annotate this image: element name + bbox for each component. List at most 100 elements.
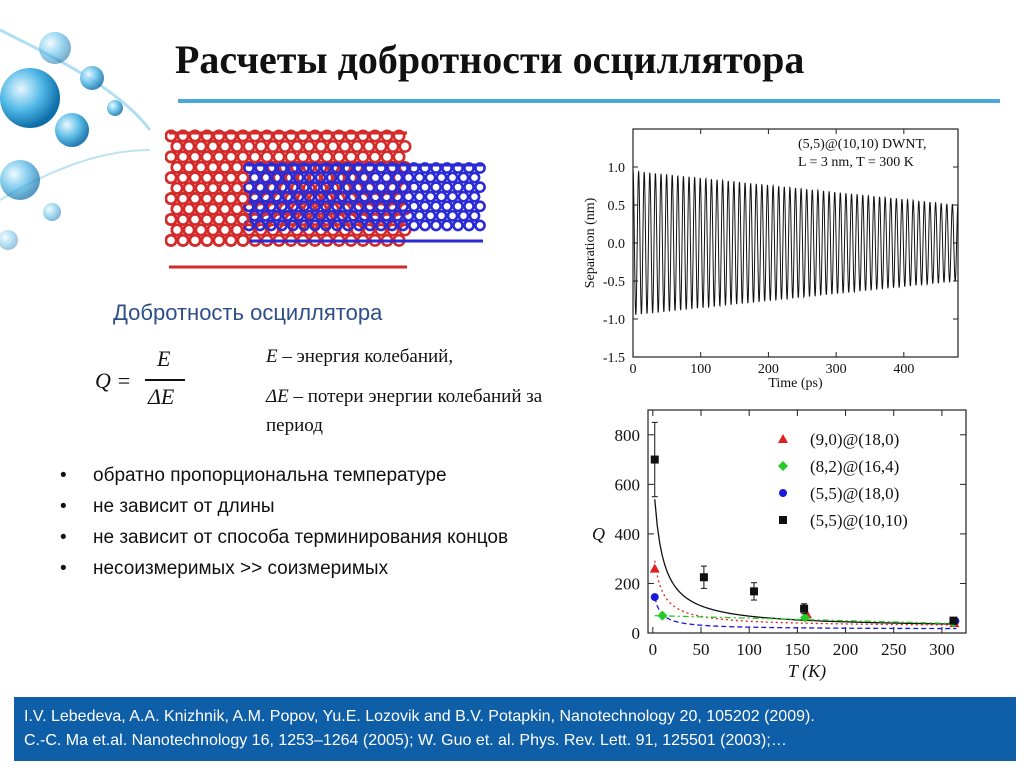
tube-ring <box>353 162 365 174</box>
tube-ring <box>397 200 409 213</box>
bullet-item: • не зависит от длины <box>58 491 578 522</box>
tube-ring <box>236 192 250 206</box>
y-tick-label: -0.5 <box>603 275 625 290</box>
tube-ring <box>430 181 442 194</box>
tube-ring <box>212 150 226 164</box>
tube-ring <box>435 171 448 184</box>
tube-ring <box>430 219 442 232</box>
tube-ring <box>265 162 277 174</box>
tube-ring <box>176 213 190 227</box>
tube-ring <box>212 129 226 143</box>
tube-ring <box>398 139 412 153</box>
tube-ring <box>331 162 343 174</box>
tube-ring <box>242 223 256 237</box>
tube-ring <box>308 129 322 143</box>
tube-ring <box>296 150 310 164</box>
tube-ring <box>212 213 226 227</box>
tube-ring <box>188 171 202 185</box>
tube-ring <box>325 171 338 184</box>
x-tick-label: 0 <box>630 362 637 377</box>
y-tick-label: 0 <box>632 624 641 643</box>
tube-ring <box>369 171 382 184</box>
tube-ring <box>344 129 358 143</box>
formula-lhs: Q = <box>95 368 132 393</box>
tube-ring <box>457 171 470 184</box>
legend-entry: (5,5)@(10,10) <box>810 511 908 530</box>
tube-ring <box>281 190 294 203</box>
series-3: (5,5)@(10,10) <box>650 421 958 625</box>
tube-ring <box>188 233 202 247</box>
tube-ring <box>248 209 261 222</box>
tube-ring <box>287 200 299 213</box>
tube-ring <box>230 139 244 153</box>
tube-ring <box>230 223 244 237</box>
tube-ring <box>364 162 376 174</box>
tube-ring <box>224 129 238 143</box>
bullet-item: • обратно пропорциональна температуре <box>58 460 578 491</box>
fit-curve <box>654 560 957 626</box>
tube-ring <box>165 192 178 206</box>
tube-ring <box>364 200 376 213</box>
tube-ring <box>463 181 475 194</box>
tube-ring <box>224 150 238 164</box>
tube-ring <box>224 233 238 247</box>
tube-ring <box>176 192 190 206</box>
tube-ring <box>290 139 304 153</box>
definition-text: – энергия колебаний, <box>277 346 454 367</box>
references-footer: I.V. Lebedeva, A.A. Knizhnik, A.M. Popov… <box>14 697 1016 761</box>
tube-ring <box>325 190 338 203</box>
tube-ring <box>342 181 354 194</box>
tube-ring <box>259 190 272 203</box>
tube-ring <box>182 223 196 237</box>
tube-ring <box>254 200 266 213</box>
chart-annotation: (5,5)@(10,10) DWNT, <box>798 137 927 152</box>
tube-ring <box>309 219 321 232</box>
y-tick-label: 0.0 <box>608 237 626 252</box>
x-tick-label: 200 <box>833 640 859 659</box>
tube-ring <box>380 150 394 164</box>
tube-ring <box>419 181 431 194</box>
tube-ring <box>284 150 298 164</box>
tube-ring <box>358 209 371 222</box>
tube-ring <box>338 139 352 153</box>
x-tick-label: 100 <box>736 640 762 659</box>
tube-ring <box>344 150 358 164</box>
data-point <box>650 455 659 464</box>
tube-ring <box>353 181 365 194</box>
molecule-decoration <box>0 28 152 250</box>
tube-ring <box>298 200 310 213</box>
tube-ring <box>284 129 298 143</box>
bullet-text: не зависит от способа терминирования кон… <box>93 527 509 548</box>
reference-line: C.-C. Ma et.al. Nanotechnology 16, 1253–… <box>24 732 787 749</box>
tube-ring <box>435 190 448 203</box>
inner-tube <box>243 162 486 243</box>
tube-ring <box>218 202 232 216</box>
formula-denominator: ΔE <box>148 384 175 409</box>
tube-ring <box>308 192 322 206</box>
tube-ring <box>254 223 268 237</box>
tube-ring <box>397 181 409 194</box>
tube-ring <box>272 150 286 164</box>
tube-ring <box>463 162 475 174</box>
tube-ring <box>248 129 262 143</box>
tube-ring <box>468 190 481 203</box>
definition-symbol: E <box>266 346 278 367</box>
nanotube-illustration <box>165 129 486 269</box>
x-tick-label: 400 <box>893 362 914 377</box>
fraction-bar <box>145 379 185 381</box>
tube-ring <box>446 190 459 203</box>
tube-ring <box>364 181 376 194</box>
tube-ring <box>296 129 310 143</box>
data-point <box>779 516 787 524</box>
tube-ring <box>188 213 202 227</box>
data-point <box>657 610 668 621</box>
tube-ring <box>386 181 398 194</box>
definition-symbol: ΔE <box>266 386 289 407</box>
subtitle: Добротность осциллятора <box>113 300 383 325</box>
tube-ring <box>353 219 365 232</box>
tube-ring <box>200 233 214 247</box>
tube-ring <box>265 219 277 232</box>
series-0: (9,0)@(18,0) <box>649 430 960 628</box>
tube-ring <box>362 223 376 237</box>
tube-ring <box>309 200 321 213</box>
